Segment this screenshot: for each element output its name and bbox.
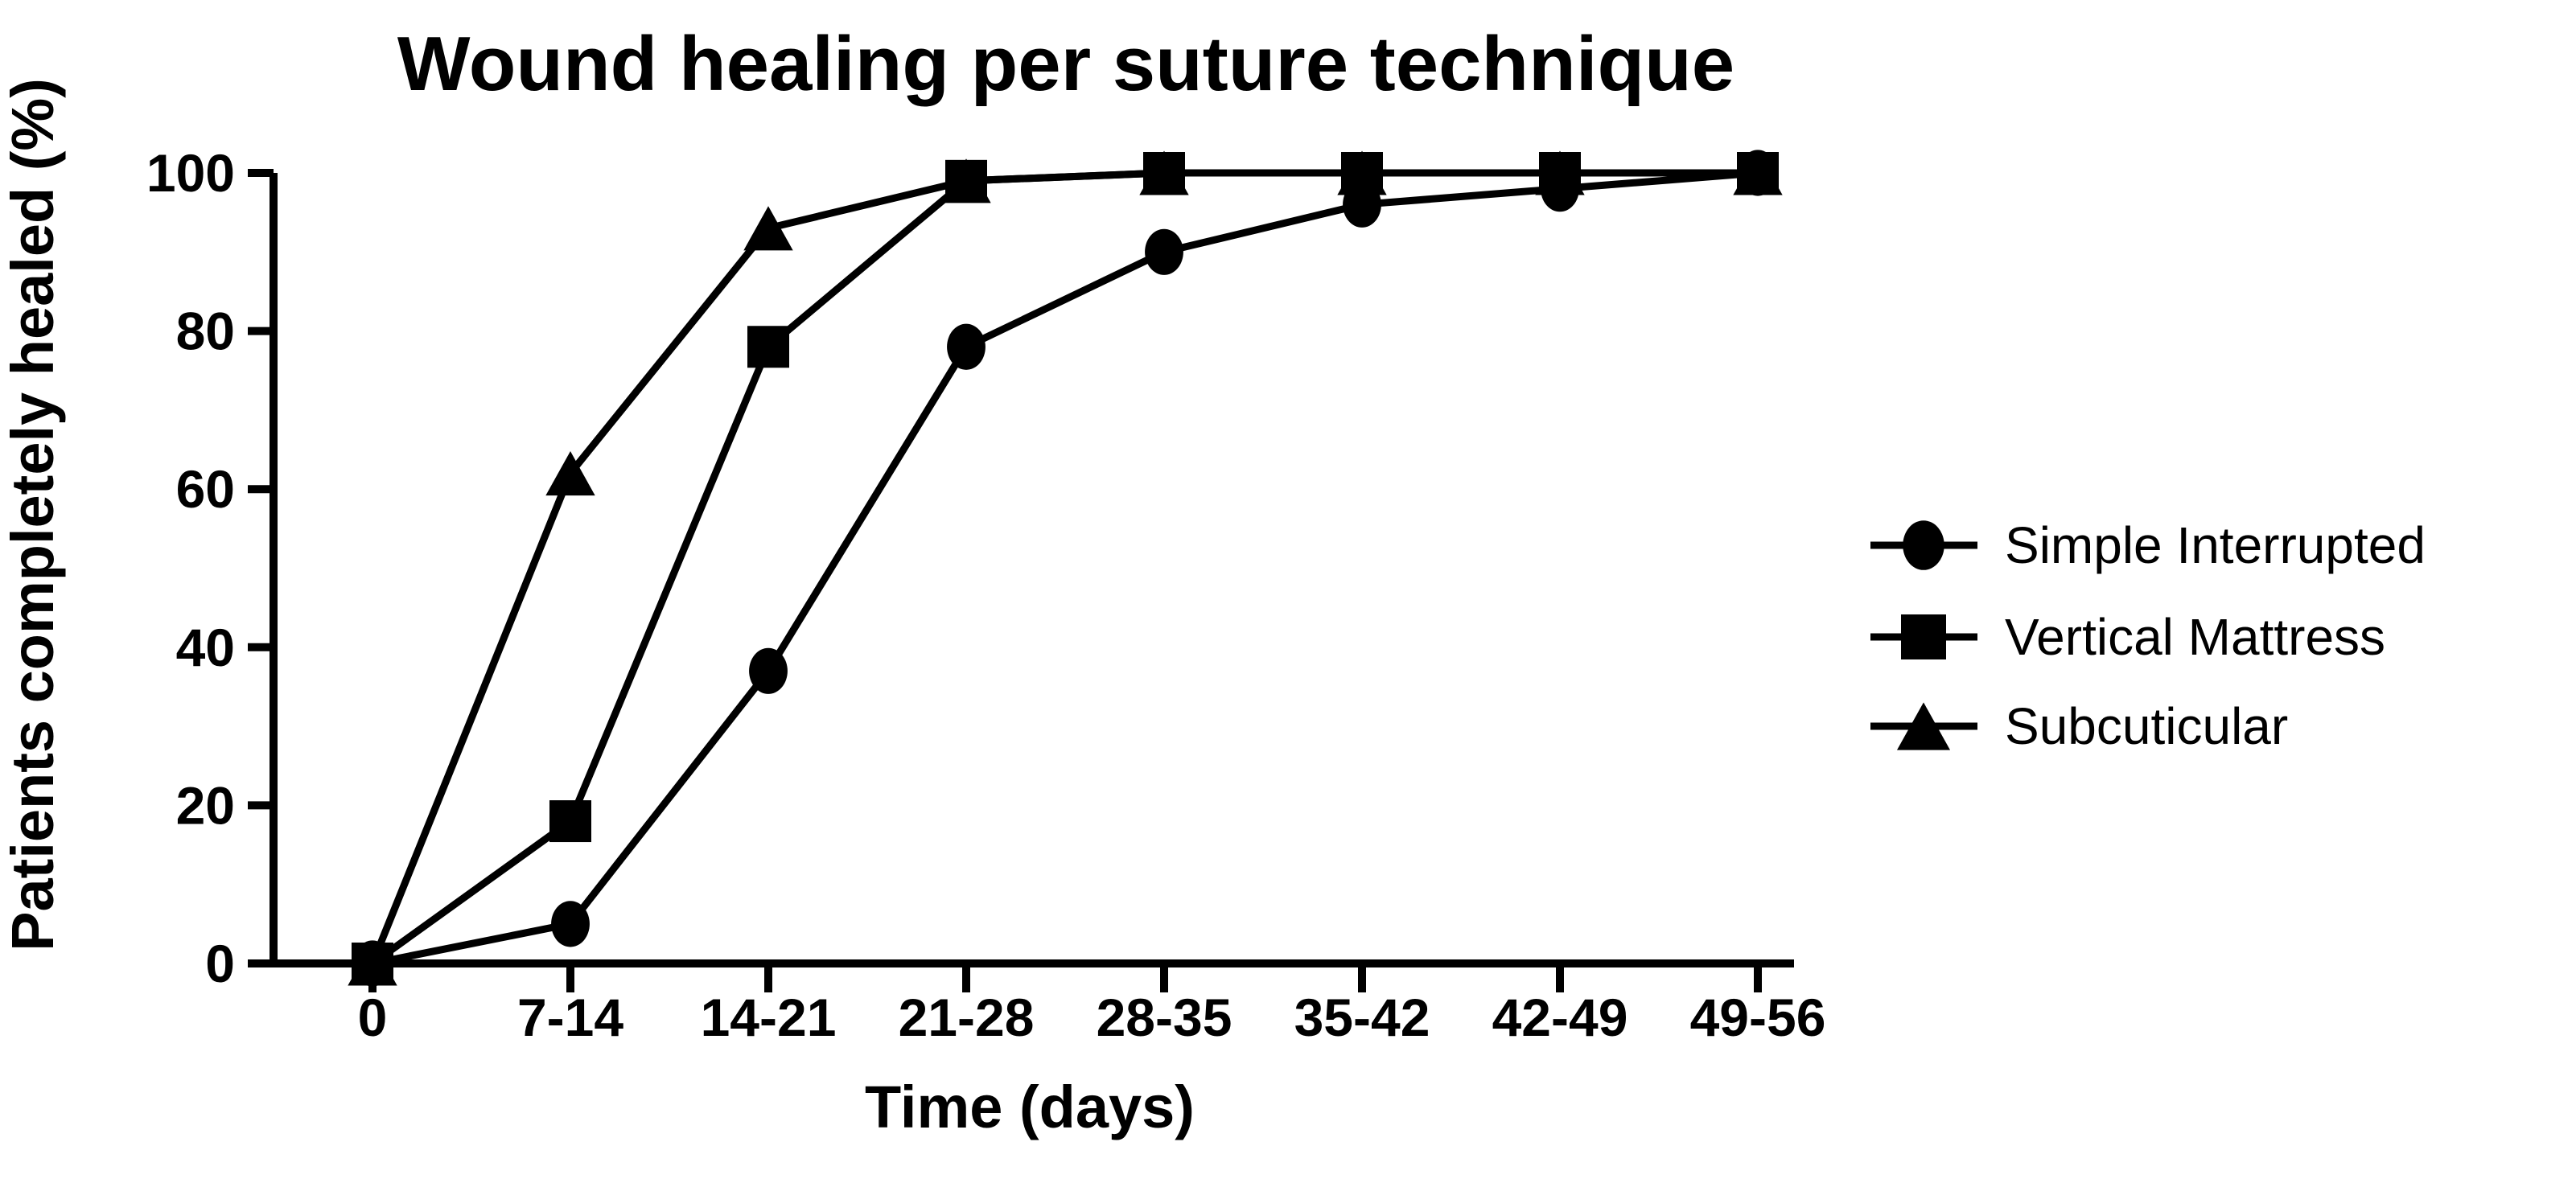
x-tick-label: 35-42 (1294, 988, 1430, 1047)
y-axis-title: Patients completely healed (%) (0, 78, 66, 951)
triangle-icon (743, 206, 793, 251)
legend-item-vertical-mattress: Vertical Mattress (1870, 608, 2385, 666)
circle-icon (1903, 520, 1944, 570)
square-icon (945, 159, 987, 202)
series-vertical-mattress (352, 152, 1779, 984)
triangle-icon (545, 450, 595, 496)
x-tick-label: 14-21 (701, 988, 837, 1047)
circle-icon (749, 647, 788, 694)
triangle-icon (1896, 702, 1951, 750)
series-subcuticular (348, 150, 1783, 986)
y-tick-label: 20 (176, 775, 235, 835)
legend-item-subcuticular: Subcuticular (1870, 697, 2288, 755)
square-icon (1341, 152, 1383, 194)
circle-icon (1145, 228, 1183, 275)
legend-item-simple-interrupted: Simple Interrupted (1870, 516, 2426, 574)
x-tick-label: 7-14 (517, 988, 623, 1047)
square-icon (1901, 614, 1946, 659)
x-axis-title: Time (days) (865, 1074, 1195, 1140)
legend-label: Simple Interrupted (2005, 516, 2426, 574)
x-tick-label: 28-35 (1097, 988, 1232, 1047)
x-tick-label: 0 (358, 988, 388, 1047)
series-line (370, 169, 1758, 967)
square-icon (1737, 152, 1779, 194)
axes (259, 173, 1794, 967)
legend-label: Vertical Mattress (2005, 608, 2385, 666)
y-tick-label: 60 (176, 459, 235, 519)
y-tick-label: 0 (205, 934, 235, 993)
circle-icon (947, 323, 986, 370)
series-line (368, 169, 1758, 965)
x-tick-label: 21-28 (899, 988, 1035, 1047)
x-axis-ticks: 0 7-14 14-21 21-28 28-35 35-42 42-49 49-56 (358, 963, 1826, 1047)
y-tick-label: 100 (146, 143, 235, 203)
square-icon (1539, 152, 1581, 194)
x-tick-label: 49-56 (1690, 988, 1826, 1047)
y-tick-label: 80 (176, 302, 235, 361)
circle-icon (551, 901, 590, 947)
legend: Simple Interrupted Vertical Mattress Subcu… (1870, 516, 2426, 755)
square-icon (747, 326, 789, 368)
square-icon (549, 800, 591, 843)
chart-title: Wound healing per suture technique (397, 21, 1734, 107)
series-simple-interrupted (353, 150, 1777, 987)
x-tick-label: 42-49 (1492, 988, 1628, 1047)
data-series (348, 150, 1783, 987)
series-line (372, 169, 1759, 967)
square-icon (352, 943, 393, 984)
y-axis-ticks: 0 20 40 60 80 100 (146, 143, 274, 993)
y-tick-label: 40 (176, 618, 235, 677)
square-icon (1143, 152, 1185, 194)
legend-label: Subcuticular (2005, 697, 2288, 755)
